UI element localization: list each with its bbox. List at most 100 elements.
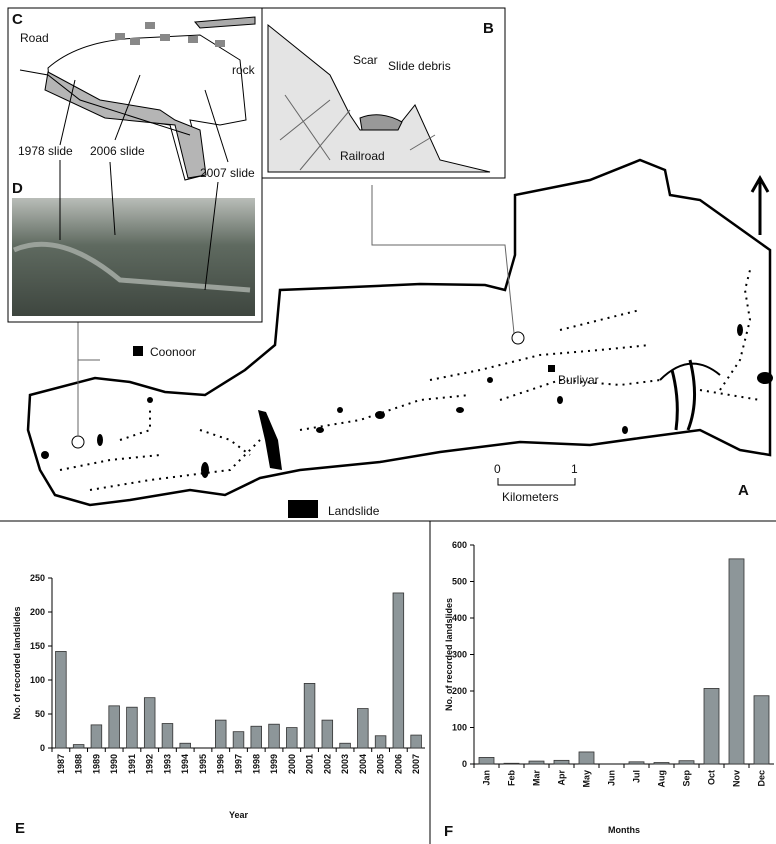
bar — [91, 725, 102, 748]
x-tick-label: May — [582, 770, 592, 788]
inset-label: Scar — [353, 53, 378, 67]
panel-label: D — [12, 180, 23, 197]
y-tick-label: 400 — [452, 613, 467, 623]
y-tick-label: 500 — [452, 577, 467, 587]
inset-label: Road — [20, 31, 49, 45]
x-tick-label: 1996 — [216, 754, 226, 774]
bar — [504, 763, 519, 764]
y-tick-label: 100 — [30, 675, 45, 685]
inset-b: B Scar Slide debris Railroad — [262, 8, 505, 178]
inset-label: Slide debris — [388, 59, 451, 73]
x-tick-label: 2004 — [358, 754, 368, 774]
y-tick-label: 300 — [452, 650, 467, 660]
x-tick-label: 2007 — [411, 754, 421, 774]
town-label: Burliyar — [558, 373, 599, 387]
bar — [479, 757, 494, 764]
y-tick-label: 600 — [452, 540, 467, 550]
town-marker — [548, 365, 555, 372]
x-tick-label: 1992 — [145, 754, 155, 774]
panel-label: C — [12, 11, 23, 28]
town-marker — [133, 346, 143, 356]
bar — [629, 762, 644, 764]
x-tick-label: 2003 — [340, 754, 350, 774]
x-tick-label: 2002 — [322, 754, 332, 774]
panel-label: B — [483, 20, 494, 37]
x-tick-label: 2005 — [376, 754, 386, 774]
y-tick-label: 200 — [452, 686, 467, 696]
x-tick-label: 1989 — [91, 754, 101, 774]
bar — [679, 761, 694, 764]
bar — [127, 707, 138, 748]
panel-label: F — [444, 823, 453, 840]
x-tick-label: Mar — [532, 770, 542, 787]
bar — [233, 732, 244, 748]
x-axis-label: Months — [608, 825, 640, 835]
bar — [704, 688, 719, 764]
legend-label: Landslide — [328, 504, 380, 518]
scale-label: 1 — [571, 462, 578, 476]
y-tick-label: 250 — [30, 573, 45, 583]
bar — [358, 709, 369, 748]
figure: Coonoor Burliyar 0 1 Kilometers Landslid… — [0, 0, 776, 844]
north-arrow — [752, 178, 768, 235]
bar — [73, 745, 84, 748]
bar — [162, 724, 173, 748]
bar — [322, 720, 333, 748]
bar — [579, 752, 594, 764]
y-axis-label: No. of recorded landslides — [444, 598, 454, 711]
bar — [529, 761, 544, 764]
x-tick-label: Jun — [607, 770, 617, 786]
x-tick-label: 1987 — [56, 754, 66, 774]
x-tick-label: Sep — [682, 770, 692, 787]
bar — [286, 728, 297, 748]
x-tick-label: 2006 — [393, 754, 403, 774]
x-tick-label: 1993 — [162, 754, 172, 774]
x-tick-label: 1991 — [127, 754, 137, 774]
bar — [554, 760, 569, 764]
bar — [56, 651, 67, 748]
x-tick-label: 1988 — [74, 754, 84, 774]
x-tick-label: 1994 — [180, 754, 190, 774]
bar — [729, 559, 744, 764]
inset-label: 1978 slide — [18, 144, 73, 158]
photo — [12, 198, 255, 316]
bar — [180, 743, 191, 748]
bar — [109, 706, 120, 748]
x-tick-label: Jul — [632, 770, 642, 783]
x-tick-label: Oct — [707, 770, 717, 785]
x-tick-label: Apr — [557, 770, 567, 786]
inset-cd: C Road rock 1978 slide 2006 slide 2007 s… — [8, 8, 262, 322]
bar — [215, 720, 226, 748]
y-tick-label: 0 — [462, 759, 467, 769]
panel-label: E — [15, 820, 25, 837]
legend-swatch — [288, 500, 318, 518]
x-tick-label: Aug — [657, 770, 667, 788]
inset-label: 2007 slide — [200, 166, 255, 180]
town-label: Coonoor — [150, 345, 196, 359]
scale-unit: Kilometers — [502, 490, 559, 504]
y-tick-label: 0 — [40, 743, 45, 753]
bar — [269, 724, 280, 748]
x-tick-label: 1990 — [109, 754, 119, 774]
inset-label: 2006 slide — [90, 144, 145, 158]
x-tick-label: 2001 — [305, 754, 315, 774]
bar — [375, 736, 386, 748]
x-tick-label: 1999 — [269, 754, 279, 774]
y-tick-label: 100 — [452, 723, 467, 733]
x-tick-label: Nov — [732, 770, 742, 787]
bar — [393, 593, 404, 748]
bar — [251, 726, 262, 748]
y-axis-label: No. of recorded landslides — [12, 606, 22, 719]
inset-label: rock — [232, 63, 256, 77]
bar — [654, 763, 669, 764]
x-tick-label: Jan — [482, 770, 492, 786]
bar — [304, 683, 315, 748]
x-tick-label: Feb — [507, 770, 517, 787]
bar — [144, 698, 155, 748]
y-tick-label: 200 — [30, 607, 45, 617]
y-tick-label: 150 — [30, 641, 45, 651]
bar — [754, 696, 769, 764]
panel-label: A — [738, 482, 749, 499]
x-axis-label: Year — [229, 810, 249, 820]
